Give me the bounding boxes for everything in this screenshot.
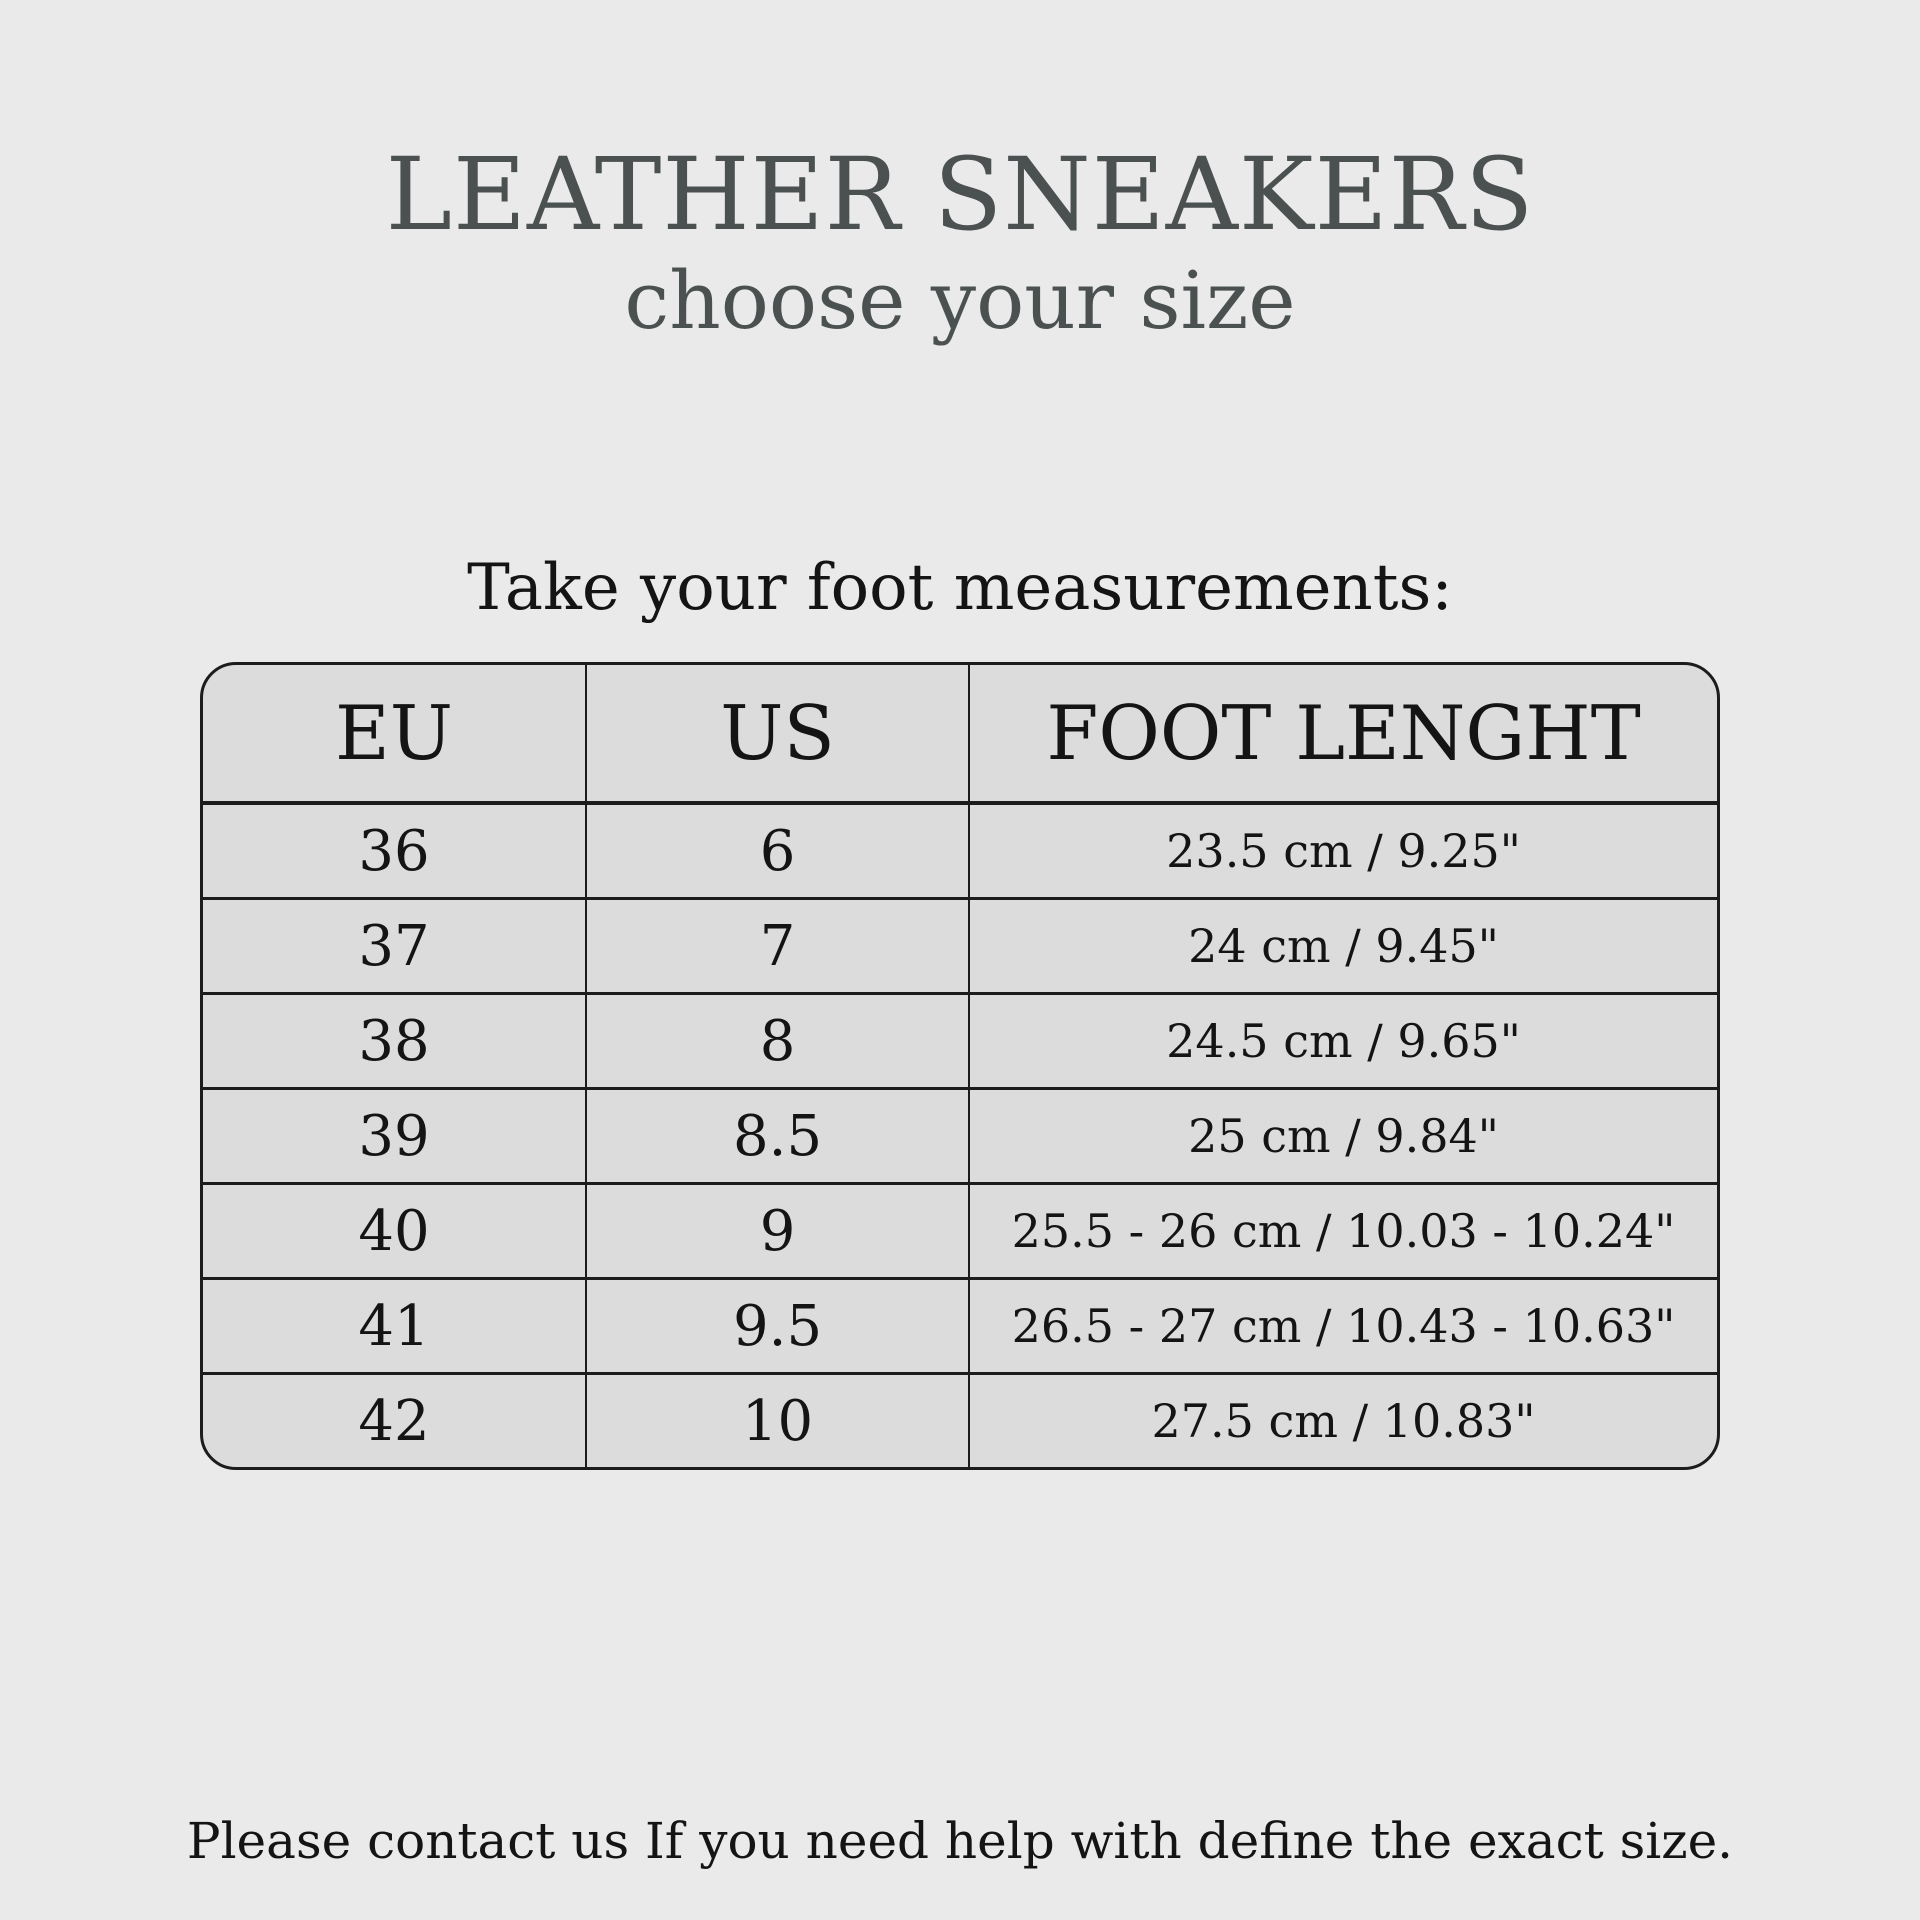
page-subtitle: choose your size xyxy=(624,254,1296,347)
cell-eu: 36 xyxy=(203,803,588,901)
cell-eu: 37 xyxy=(203,898,588,996)
footer-note: Please contact us If you need help with … xyxy=(186,1812,1734,1871)
table-header-row: EU US FOOT LENGHT xyxy=(203,665,1717,806)
cell-foot-length: 24.5 cm / 9.65" xyxy=(969,993,1717,1091)
cell-foot-length: 23.5 cm / 9.25" xyxy=(969,803,1717,901)
cell-us: 10 xyxy=(586,1373,971,1468)
cell-us: 9.5 xyxy=(586,1278,971,1376)
cell-eu: 39 xyxy=(203,1088,588,1186)
cell-eu: 41 xyxy=(203,1278,588,1376)
table-row: 41 9.5 26.5 - 27 cm / 10.43 - 10.63" xyxy=(203,1278,1717,1376)
cell-eu: 40 xyxy=(203,1183,588,1281)
size-table-grid: EU US FOOT LENGHT 36 6 23.5 cm / 9.25" 3… xyxy=(203,665,1717,1468)
page-title: LEATHER SNEAKERS xyxy=(385,136,1535,253)
column-header-us: US xyxy=(586,665,971,806)
cell-foot-length: 25 cm / 9.84" xyxy=(969,1088,1717,1186)
cell-us: 6 xyxy=(586,803,971,901)
cell-foot-length: 26.5 - 27 cm / 10.43 - 10.63" xyxy=(969,1278,1717,1376)
table-row: 36 6 23.5 cm / 9.25" xyxy=(203,803,1717,901)
cell-foot-length: 24 cm / 9.45" xyxy=(969,898,1717,996)
table-row: 37 7 24 cm / 9.45" xyxy=(203,898,1717,996)
cell-foot-length: 27.5 cm / 10.83" xyxy=(1151,1394,1536,1449)
table-row: 40 9 25.5 - 26 cm / 10.03 - 10.24" xyxy=(203,1183,1717,1281)
table-row: 38 8 24.5 cm / 9.65" xyxy=(203,993,1717,1091)
cell-us: 9 xyxy=(586,1183,971,1281)
column-header-eu: EU xyxy=(203,665,588,806)
cell-foot-length: 25.5 - 26 cm / 10.03 - 10.24" xyxy=(969,1183,1717,1281)
size-table: EU US FOOT LENGHT 36 6 23.5 cm / 9.25" 3… xyxy=(200,662,1720,1471)
cell-eu: 42 xyxy=(203,1373,588,1468)
cell-us: 7 xyxy=(586,898,971,996)
instruction-text: Take your foot measurements: xyxy=(467,551,1453,625)
cell-us: 8.5 xyxy=(586,1088,971,1186)
table-row: 42 10 27.5 cm / 10.83" xyxy=(203,1373,1717,1468)
cell-us: 8 xyxy=(586,993,971,1091)
column-header-foot-length: FOOT LENGHT xyxy=(969,665,1717,806)
cell-eu: 38 xyxy=(203,993,588,1091)
table-row: 39 8.5 25 cm / 9.84" xyxy=(203,1088,1717,1186)
